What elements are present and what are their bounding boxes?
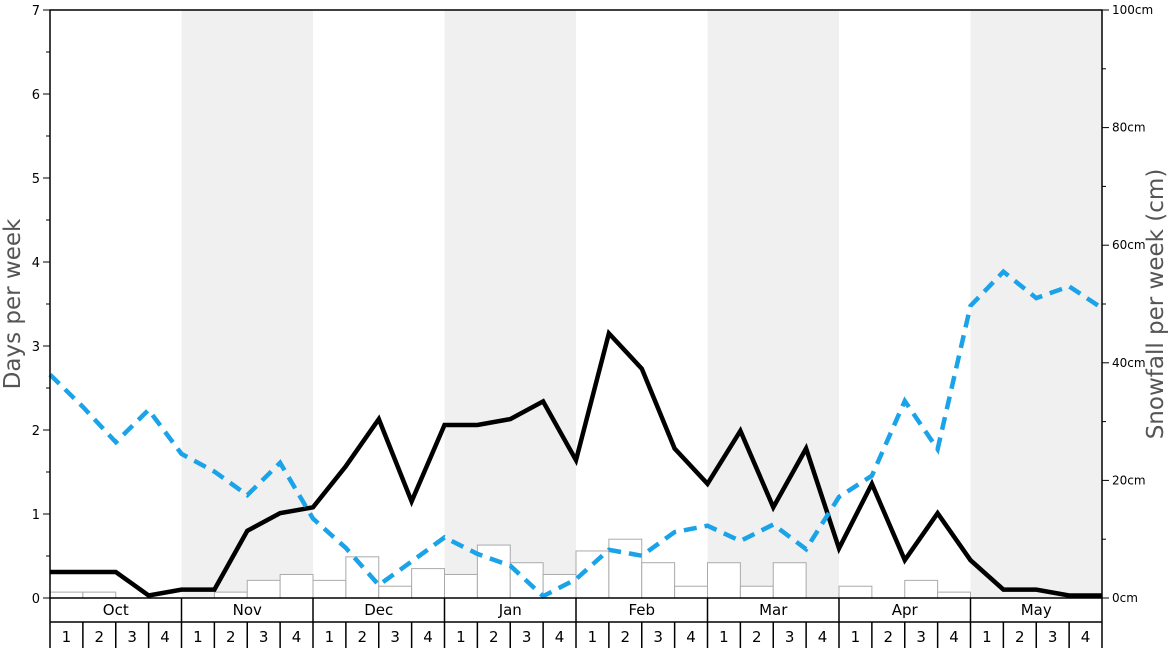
left-axis-title: Days per week <box>0 218 26 389</box>
left-tick-label: 6 <box>32 88 40 103</box>
week-label: 1 <box>456 628 466 646</box>
week-label: 1 <box>851 628 861 646</box>
week-label: 3 <box>522 628 532 646</box>
week-label: 3 <box>785 628 795 646</box>
week-label: 2 <box>489 628 499 646</box>
right-tick-label: 100cm <box>1112 3 1153 17</box>
week-label: 2 <box>621 628 631 646</box>
month-shade <box>444 10 576 598</box>
week-label: 3 <box>1048 628 1058 646</box>
right-tick-label: 40cm <box>1112 356 1146 370</box>
right-tick-label: 0cm <box>1112 591 1138 605</box>
snowfall-bar <box>608 538 643 599</box>
snowfall-bar <box>49 591 84 599</box>
right-axis-title: Snowfall per week (cm) <box>1143 169 1168 440</box>
month-shade <box>707 10 839 598</box>
week-label: 4 <box>423 628 433 646</box>
series-lines <box>48 268 1104 599</box>
week-label: 2 <box>884 628 894 646</box>
week-label: 2 <box>95 628 105 646</box>
week-label: 4 <box>949 628 959 646</box>
snowfall-bar <box>937 591 971 599</box>
month-shade <box>970 10 1102 598</box>
week-label: 4 <box>686 628 696 646</box>
week-label: 3 <box>390 628 400 646</box>
snowfall-bar <box>213 591 248 599</box>
left-tick-label: 0 <box>32 592 40 607</box>
snowfall-bar <box>246 579 281 599</box>
left-tick-label: 4 <box>32 256 40 271</box>
snowfall-bar <box>838 585 873 599</box>
week-label: 4 <box>160 628 170 646</box>
week-label: 3 <box>916 628 926 646</box>
week-label: 4 <box>292 628 302 646</box>
left-axis: 0 1 2 3 4 5 6 7 <box>32 4 50 607</box>
month-row: Oct Nov Dec Jan Feb Mar Apr May <box>49 598 1103 623</box>
week-label: 2 <box>226 628 236 646</box>
week-label: 3 <box>259 628 269 646</box>
snowfall-bar <box>772 562 807 599</box>
month-label: Mar <box>759 601 788 619</box>
left-tick-label: 1 <box>32 508 40 523</box>
snowfall-bar <box>707 562 741 599</box>
week-label: 2 <box>752 628 762 646</box>
month-label: Feb <box>628 601 655 619</box>
black-solid-series <box>50 328 1102 598</box>
week-label: 1 <box>325 628 335 646</box>
snowfall-bar <box>312 579 347 599</box>
snowfall-bar <box>444 573 478 599</box>
snowfall-bar <box>739 585 774 599</box>
week-label: 1 <box>588 628 598 646</box>
week-label: 2 <box>358 628 368 646</box>
week-label: 1 <box>193 628 203 646</box>
snowfall-bar <box>378 585 413 599</box>
snowfall-bar <box>476 544 511 599</box>
left-tick-label: 5 <box>32 172 40 187</box>
month-label: Jan <box>498 601 522 619</box>
right-tick-label: 80cm <box>1112 121 1146 135</box>
month-shade <box>181 10 313 598</box>
week-row: 1 2 3 4 1 2 3 4 1 2 3 4 1 2 3 4 1 2 3 4 1 2 3 4 1 2 3 4 1 2 3 4 <box>49 622 1103 648</box>
month-shading <box>181 10 1102 598</box>
week-label: 3 <box>127 628 137 646</box>
week-label: 4 <box>818 628 828 646</box>
month-label: Nov <box>233 601 262 619</box>
snowfall-bar <box>279 573 314 599</box>
month-label: Oct <box>103 601 129 619</box>
left-tick-label: 7 <box>32 4 40 19</box>
month-label: Apr <box>892 601 919 619</box>
snowfall-bar <box>904 579 939 599</box>
snowfall-bar <box>411 568 445 599</box>
right-axis: 0cm 20cm 40cm 60cm 80cm 100cm <box>1102 3 1153 605</box>
month-label: Dec <box>364 601 393 619</box>
week-label: 1 <box>62 628 72 646</box>
week-label: 4 <box>555 628 565 646</box>
left-tick-label: 3 <box>32 340 40 355</box>
snowfall-bar <box>82 591 117 599</box>
blue-dashed-series <box>48 268 1104 599</box>
snowfall-bar <box>641 562 676 599</box>
week-label: 2 <box>1015 628 1025 646</box>
week-label: 1 <box>982 628 992 646</box>
right-tick-label: 60cm <box>1112 238 1146 252</box>
week-label: 1 <box>719 628 729 646</box>
week-label: 3 <box>653 628 663 646</box>
left-tick-label: 2 <box>32 424 40 439</box>
right-tick-label: 20cm <box>1112 473 1146 487</box>
month-label: May <box>1021 601 1052 619</box>
week-label: 4 <box>1081 628 1091 646</box>
snowfall-bar <box>674 585 708 599</box>
